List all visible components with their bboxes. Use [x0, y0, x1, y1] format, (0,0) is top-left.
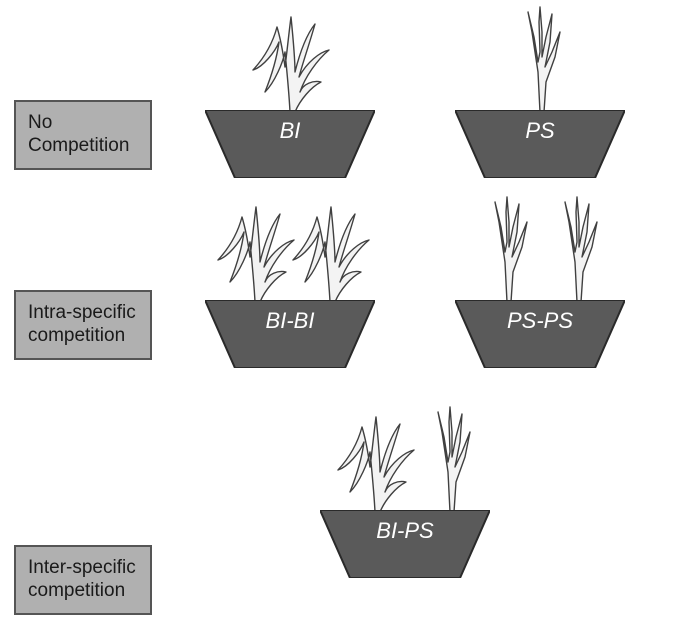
- pot-shape-container: PS-PS: [455, 300, 625, 368]
- plant-bi-icon: [285, 202, 375, 302]
- pot-bibi-label: BI-BI: [205, 308, 375, 334]
- label-no-competition: NoCompetition: [14, 100, 152, 170]
- pot-psps-label: PS-PS: [455, 308, 625, 334]
- pot-shape-container: PS: [455, 110, 625, 178]
- pot-bips-label: BI-PS: [320, 518, 490, 544]
- label-no-competition-text: NoCompetition: [28, 112, 129, 156]
- pot-bibi: BI-BI: [205, 300, 375, 368]
- pot-ps-label: PS: [455, 118, 625, 144]
- plant-bi-icon: [245, 12, 335, 112]
- plant-ps-icon: [547, 192, 607, 302]
- label-intra-specific: Intra-specificcompetition: [14, 290, 152, 360]
- pot-psps: PS-PS: [455, 300, 625, 368]
- pot-shape-container: BI-BI: [205, 300, 375, 368]
- plant-ps-icon: [477, 192, 537, 302]
- pot-shape-container: BI: [205, 110, 375, 178]
- pot-bi: BI: [205, 110, 375, 178]
- label-inter-specific: Inter-specificcompetition: [14, 545, 152, 615]
- plant-ps-icon: [420, 402, 480, 512]
- label-inter-specific-text: Inter-specificcompetition: [28, 557, 136, 601]
- plant-bi-icon: [330, 412, 420, 512]
- pot-bi-label: BI: [205, 118, 375, 144]
- label-intra-specific-text: Intra-specificcompetition: [28, 302, 136, 346]
- pot-bips: BI-PS: [320, 510, 490, 578]
- pot-ps: PS: [455, 110, 625, 178]
- plant-ps-icon: [510, 2, 570, 112]
- pot-shape-container: BI-PS: [320, 510, 490, 578]
